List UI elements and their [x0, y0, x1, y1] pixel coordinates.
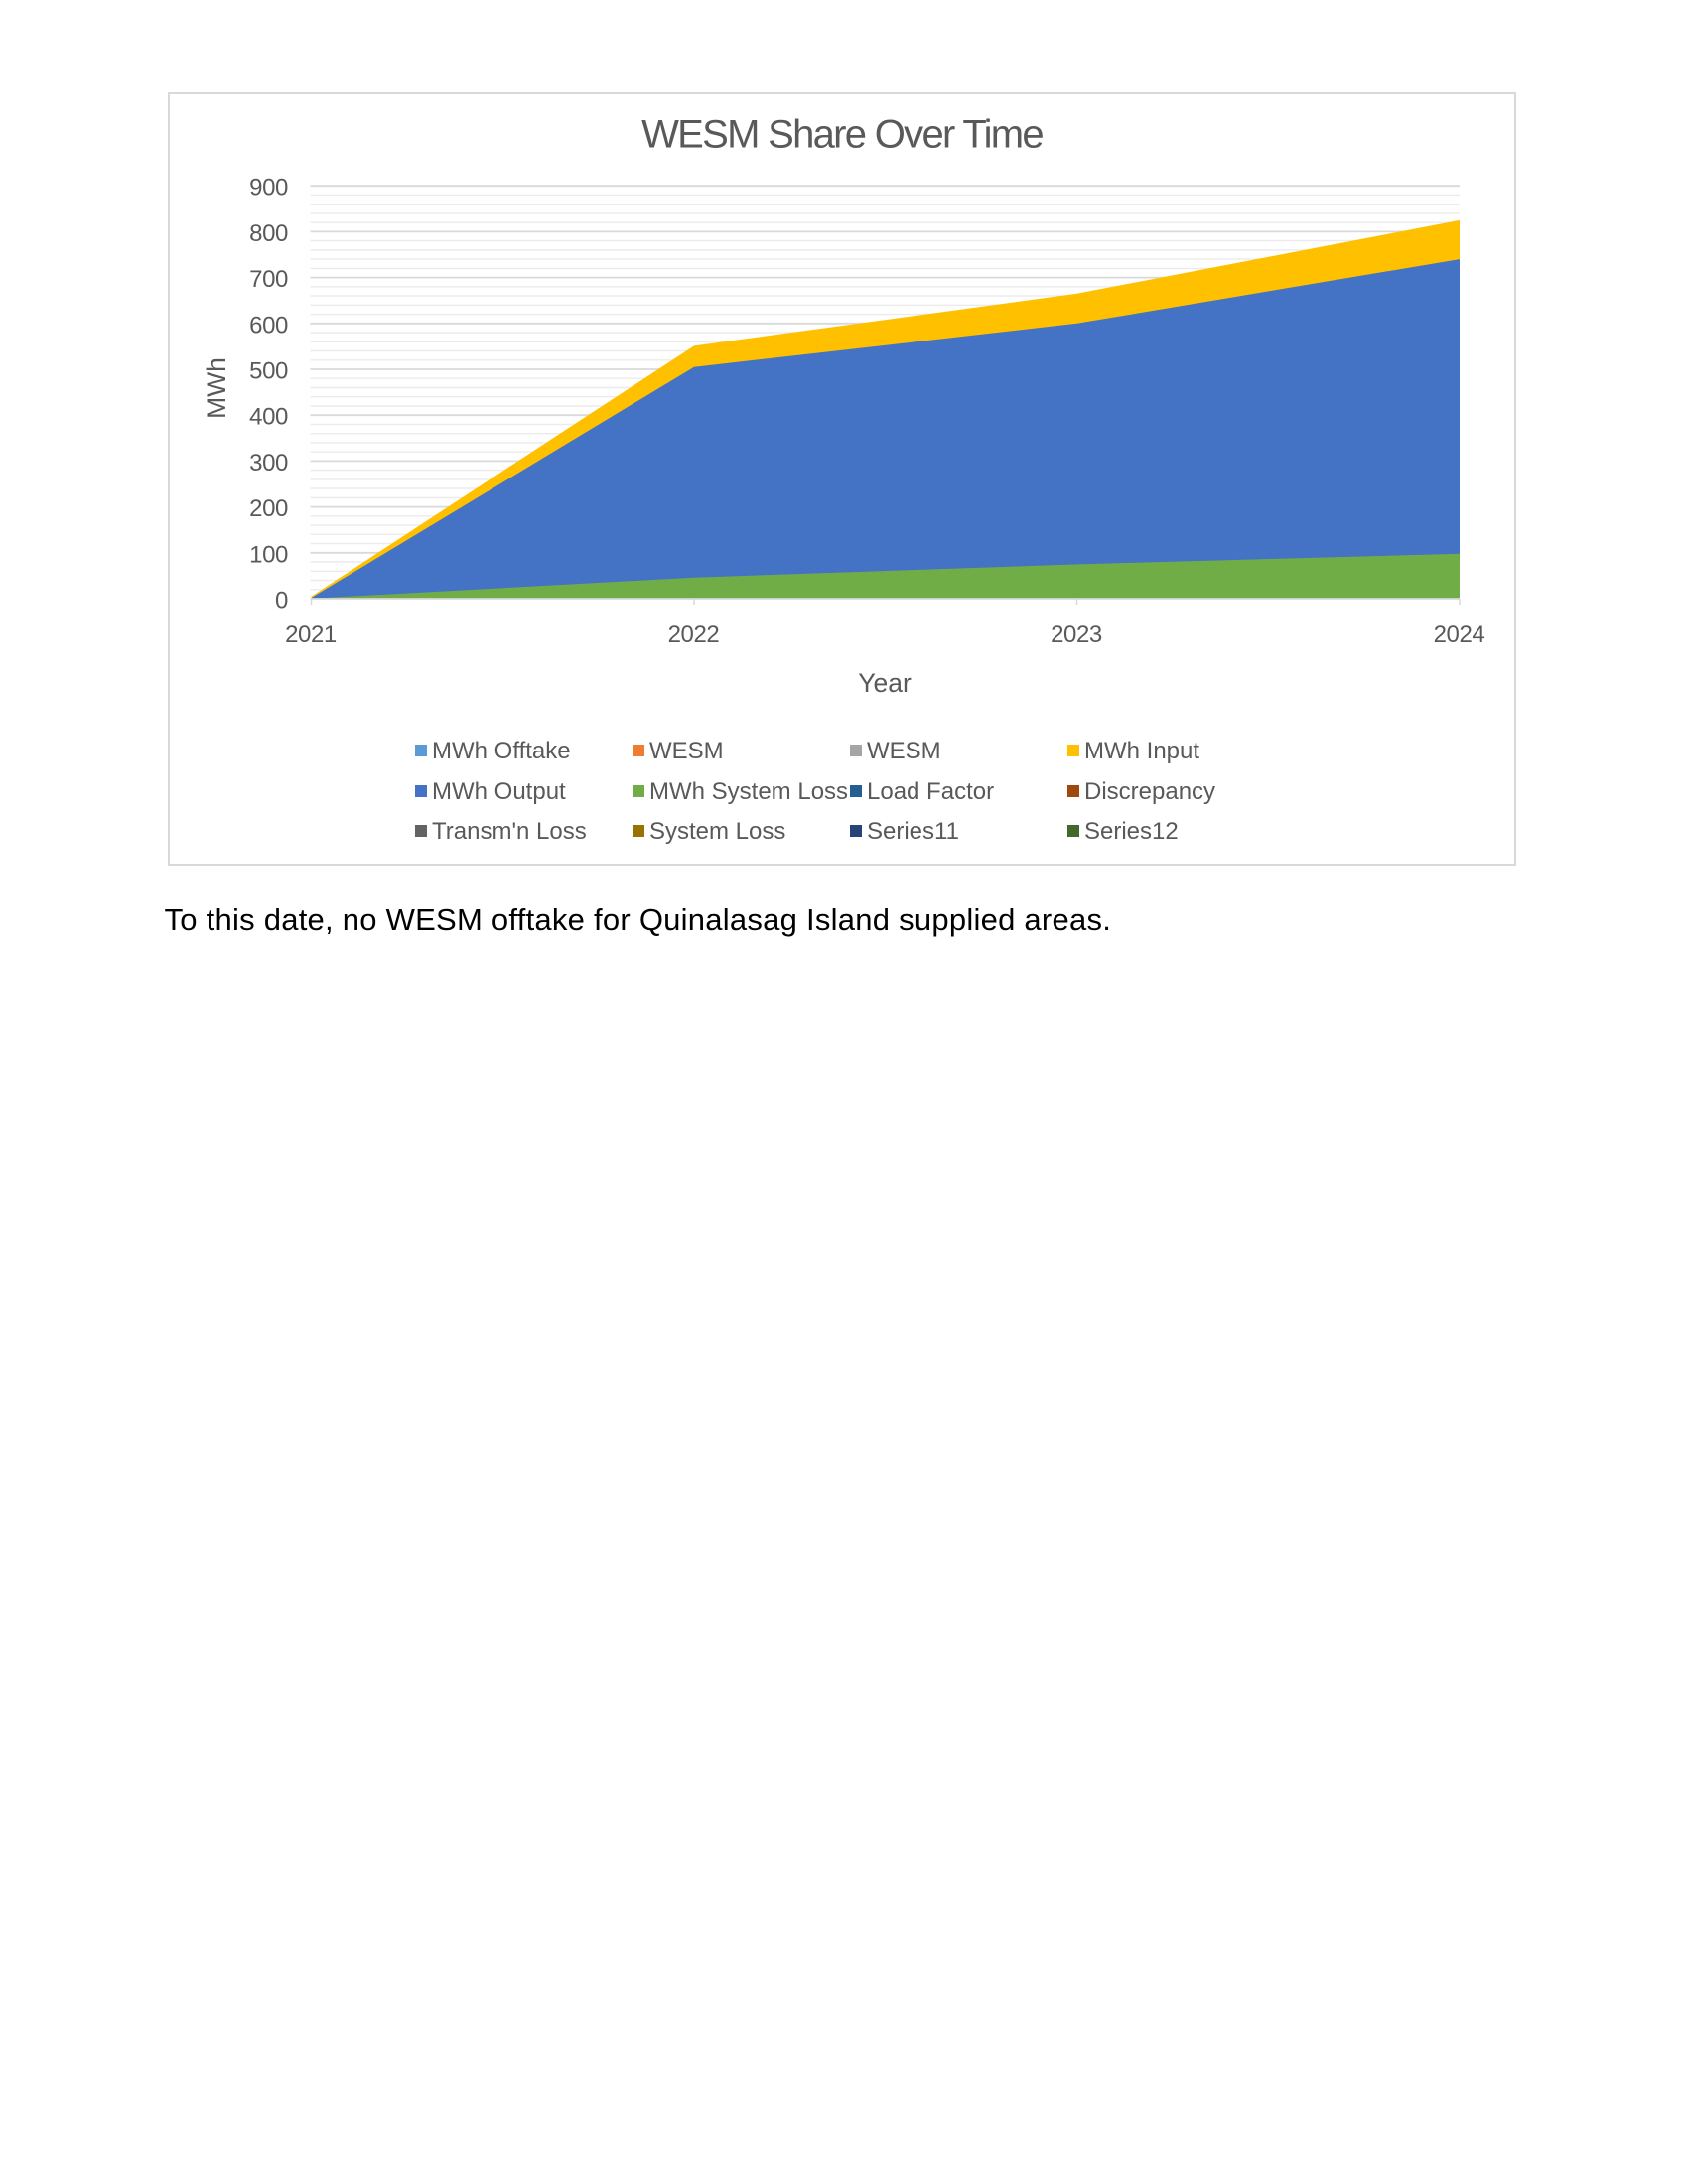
svg-text:2021: 2021: [285, 621, 337, 648]
svg-text:700: 700: [249, 266, 288, 293]
svg-text:800: 800: [249, 220, 288, 247]
svg-text:MWh System Loss: MWh System Loss: [649, 778, 848, 805]
svg-text:600: 600: [249, 312, 288, 339]
svg-text:0: 0: [275, 588, 288, 614]
svg-text:MWh Offtake: MWh Offtake: [432, 738, 571, 764]
svg-text:WESM Share Over Time: WESM Share Over Time: [641, 113, 1043, 157]
svg-text:Transm'n Loss: Transm'n Loss: [432, 818, 587, 845]
svg-text:To this date, no WESM offtake: To this date, no WESM offtake for Quinal…: [165, 902, 1112, 937]
svg-text:2023: 2023: [1051, 621, 1102, 648]
svg-text:Series11: Series11: [867, 818, 959, 845]
svg-text:WESM: WESM: [649, 738, 724, 764]
svg-text:900: 900: [249, 175, 288, 202]
svg-text:300: 300: [249, 450, 288, 477]
svg-text:MWh: MWh: [202, 357, 231, 419]
svg-text:200: 200: [249, 495, 288, 522]
svg-text:2024: 2024: [1434, 621, 1485, 648]
svg-text:MWh Input: MWh Input: [1084, 738, 1199, 764]
svg-text:400: 400: [249, 404, 288, 431]
svg-text:WESM: WESM: [867, 738, 941, 764]
svg-text:MWh Output: MWh Output: [432, 778, 566, 805]
svg-text:System Loss: System Loss: [649, 818, 785, 845]
svg-text:Discrepancy: Discrepancy: [1084, 778, 1215, 805]
svg-text:500: 500: [249, 358, 288, 385]
svg-text:100: 100: [249, 541, 288, 568]
svg-text:Year: Year: [858, 668, 912, 698]
svg-text:2022: 2022: [668, 621, 720, 648]
svg-text:Series12: Series12: [1084, 818, 1179, 845]
svg-text:Load Factor: Load Factor: [867, 778, 994, 805]
